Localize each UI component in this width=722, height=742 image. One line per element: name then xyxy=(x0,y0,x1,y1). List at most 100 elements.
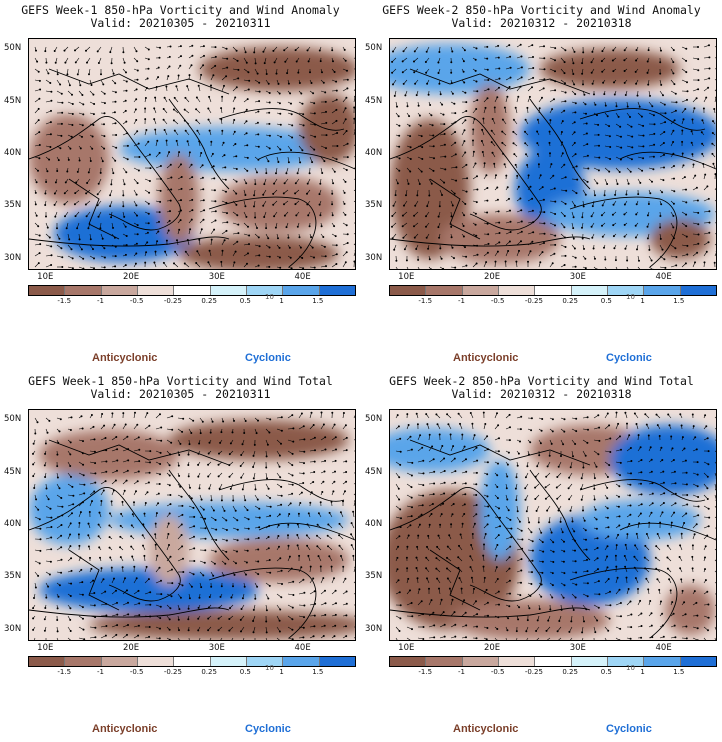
wind-arrow-head xyxy=(498,507,501,510)
wind-arrow-head xyxy=(451,246,454,249)
wind-arrow-head xyxy=(114,100,117,103)
wind-arrow-head xyxy=(432,145,435,148)
wind-arrow xyxy=(604,266,607,269)
wind-arrow-head xyxy=(113,577,116,580)
wind-arrow-head xyxy=(624,93,627,96)
wind-arrow-head xyxy=(450,82,453,85)
wind-arrow-head xyxy=(177,464,180,467)
wind-arrow-head xyxy=(560,131,563,134)
wind-arrow-head xyxy=(656,533,659,536)
wind-arrow-head xyxy=(693,533,696,536)
wind-arrow-head xyxy=(155,512,158,515)
anticyclonic-label: Anticyclonic xyxy=(92,723,158,735)
wind-arrow-head xyxy=(279,112,282,115)
wind-arrow-head xyxy=(422,484,425,487)
wind-arrow-head xyxy=(536,153,539,156)
wind-arrow-head xyxy=(272,49,275,52)
wind-arrow xyxy=(714,450,716,452)
wind-arrow-head xyxy=(225,539,228,542)
wind-arrow-head xyxy=(487,88,490,91)
wind-arrow-head xyxy=(122,51,125,54)
wind-arrow-head xyxy=(486,222,489,225)
wind-arrow-head xyxy=(606,486,609,489)
wind-arrow-head xyxy=(105,470,108,473)
wind-arrow-head xyxy=(664,266,667,269)
wind-arrow-head xyxy=(680,424,683,427)
wind-arrow-head xyxy=(179,442,182,445)
wind-arrow-head xyxy=(187,463,190,466)
wind-arrow-head xyxy=(447,423,450,426)
wind-arrow-head xyxy=(681,129,684,132)
wind-arrow-head xyxy=(646,214,649,217)
wind-arrow-head xyxy=(344,118,347,121)
wind-arrow-head xyxy=(503,163,506,166)
wind-arrow-head xyxy=(498,241,501,244)
wind-arrow xyxy=(353,493,355,496)
wind-arrow-head xyxy=(595,527,598,530)
wind-arrow-head xyxy=(635,213,638,216)
wind-arrow-head xyxy=(554,243,557,246)
wind-arrow-head xyxy=(613,247,616,250)
wind-arrow-head xyxy=(629,483,632,486)
wind-arrow-head xyxy=(57,595,60,598)
wind-arrow-head xyxy=(517,452,520,455)
wind-arrow-head xyxy=(593,477,596,480)
wind-arrow-head xyxy=(486,57,489,60)
wind-arrow-head xyxy=(437,534,440,537)
wind-arrow-head xyxy=(629,170,632,173)
wind-arrow-head xyxy=(586,582,589,585)
wind-arrow-head xyxy=(614,259,617,262)
wind-arrow-head xyxy=(167,75,170,78)
vorticity-region xyxy=(520,99,716,169)
wind-arrow-head xyxy=(563,72,566,75)
wind-arrow-head xyxy=(464,493,467,496)
wind-arrow-head xyxy=(486,199,489,202)
wind-arrow-head xyxy=(516,174,519,177)
wind-arrow-head xyxy=(672,152,675,155)
wind-arrow-head xyxy=(291,452,294,455)
wind-arrow-head xyxy=(691,413,694,416)
wind-arrow-head xyxy=(508,605,511,608)
wind-arrow-head xyxy=(324,448,327,451)
wind-arrow-head xyxy=(253,194,256,197)
wind-arrow-head xyxy=(157,66,160,69)
wind-arrow-head xyxy=(149,461,152,464)
wind-arrow-head xyxy=(520,55,523,58)
wind-arrow-head xyxy=(306,182,309,185)
wind-arrow-head xyxy=(697,211,700,214)
wind-arrow-head xyxy=(32,628,35,631)
coastline xyxy=(390,486,542,602)
wind-arrow-head xyxy=(426,205,429,208)
wind-arrow-head xyxy=(612,49,615,52)
wind-arrow-head xyxy=(623,213,626,216)
wind-arrow-head xyxy=(112,226,115,229)
wind-arrow-head xyxy=(244,420,247,423)
wind-arrow-head xyxy=(695,523,698,526)
wind-arrow-head xyxy=(629,446,632,449)
wind-arrow-head xyxy=(297,71,300,74)
wind-arrow-head xyxy=(548,454,551,457)
wind-arrow-head xyxy=(532,55,535,58)
wind-arrow-head xyxy=(398,157,401,160)
wind-arrow-head xyxy=(114,122,117,125)
wind-arrow-head xyxy=(663,258,666,261)
wind-arrow-head xyxy=(299,502,302,505)
wind-arrow-head xyxy=(149,167,152,170)
wind-arrow-head xyxy=(207,606,210,609)
wind-arrow-head xyxy=(269,497,272,500)
wind-arrow-head xyxy=(160,426,163,429)
wind-arrow xyxy=(626,266,629,269)
lon-label: 40E xyxy=(294,272,311,282)
panel-week1-total: GEFS Week-1 850-hPa Vorticity and Wind T… xyxy=(0,371,361,742)
wind-arrow-head xyxy=(157,76,160,79)
wind-arrow-head xyxy=(597,580,600,583)
wind-arrow-head xyxy=(529,185,532,188)
wind-arrow-head xyxy=(126,589,129,592)
wind-arrow-head xyxy=(572,216,575,219)
wind-arrow-head xyxy=(223,84,226,87)
wind-arrow-head xyxy=(705,425,708,428)
wind-arrow-head xyxy=(685,201,688,204)
wind-arrow-head xyxy=(694,436,697,439)
wind-arrow-head xyxy=(551,418,554,421)
wind-arrow-head xyxy=(78,238,81,241)
